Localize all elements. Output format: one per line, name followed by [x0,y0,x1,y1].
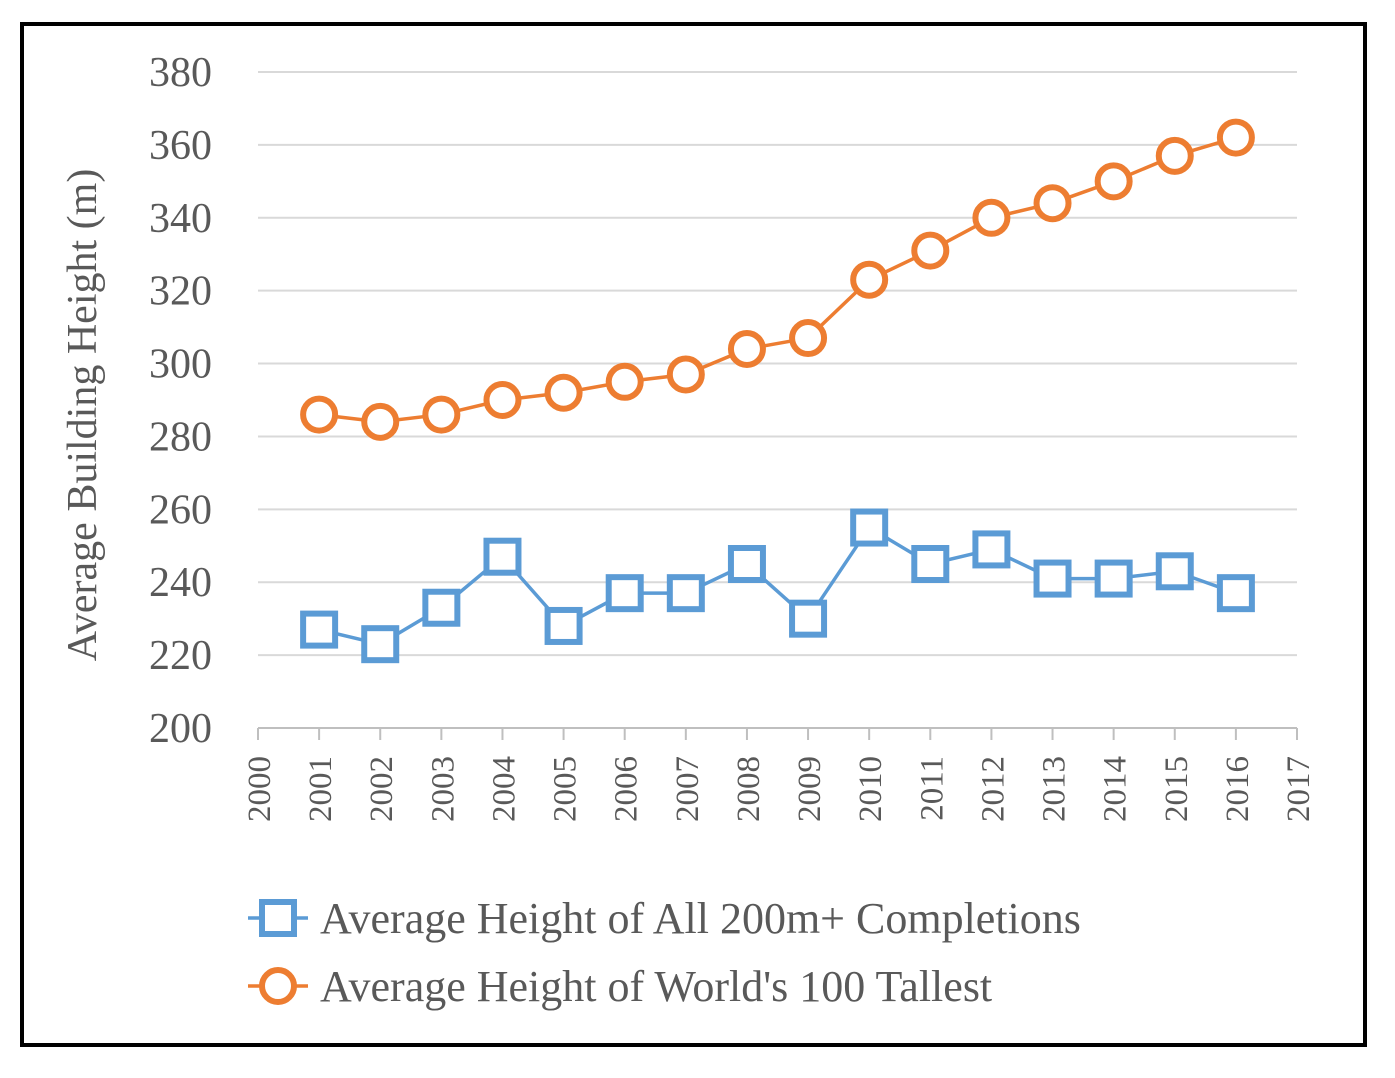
chart-frame [20,22,1367,1047]
point-completions-2013 [1033,559,1072,598]
point-completions-2011 [911,545,950,583]
y-tick-240: 240 [149,560,212,606]
x-tick-2016: 2016 [1220,756,1256,822]
point-tallest-2015 [1155,136,1194,175]
point-tallest-2001 [300,395,339,434]
x-tick-labels: 2000 2001 2002 2003 2004 2005 2006 2007 2008 2009… [242,756,1317,822]
x-tick-2008: 2008 [731,756,767,822]
x-tick-2002: 2002 [364,756,400,822]
x-tick-2005: 2005 [548,756,584,822]
x-tick-2001: 2001 [303,756,339,822]
point-tallest-2006 [605,362,644,401]
x-tick-2000: 2000 [242,756,278,822]
point-completions-2009 [789,599,828,638]
legend-label-1: Average Height of World's 100 Tallest [320,962,992,1011]
point-tallest-2005 [544,373,583,412]
point-tallest-2004 [483,381,522,419]
point-tallest-2003 [422,395,461,434]
point-tallest-2016 [1216,118,1255,157]
point-tallest-2009 [789,319,828,358]
legend-marker-square-icon [259,899,297,937]
x-tick-2013: 2013 [1037,756,1073,822]
y-tick-360: 360 [149,123,212,169]
point-completions-2016 [1216,574,1255,613]
y-tick-380: 380 [149,50,212,96]
point-tallest-2008 [727,329,766,368]
point-tallest-2014 [1094,162,1133,201]
y-tick-200: 200 [149,706,212,752]
point-completions-2014 [1094,559,1133,598]
point-tallest-2002 [361,402,400,441]
point-completions-2007 [666,574,705,613]
y-tick-220: 220 [149,633,212,679]
point-tallest-2013 [1033,184,1072,223]
point-completions-2010 [850,508,889,547]
point-tallest-2012 [972,198,1011,237]
point-completions-2005 [544,606,583,645]
point-tallest-2007 [666,355,705,394]
y-tick-320: 320 [149,269,212,315]
y-tick-labels: 200 220 240 260 280 300 320 340 360 380 [149,50,212,752]
point-tallest-2011 [911,231,950,270]
legend-label-0: Average Height of All 200m+ Completions [320,894,1081,943]
x-tick-2004: 2004 [486,756,522,822]
x-tick-2009: 2009 [792,756,828,822]
x-tick-2015: 2015 [1159,756,1195,822]
point-completions-2012 [972,530,1011,569]
x-tick-2012: 2012 [975,756,1011,822]
y-tick-340: 340 [149,196,212,242]
x-tick-2017: 2017 [1281,756,1317,822]
point-completions-2003 [422,588,461,627]
x-tick-2003: 2003 [425,756,461,822]
y-axis-label: Average Building Height (m) [60,169,106,662]
legend-marker-circle-icon [259,967,297,1005]
x-tick-2007: 2007 [670,756,706,822]
point-completions-2006 [605,574,644,613]
y-tick-280: 280 [149,414,212,460]
point-completions-2008 [727,545,766,583]
x-tick-2006: 2006 [609,756,645,822]
point-completions-2004 [483,537,522,576]
y-tick-300: 300 [149,342,212,388]
legend: Average Height of All 200m+ Completions A… [248,894,1081,1011]
axes [257,727,1298,740]
gridlines [258,71,1297,657]
x-tick-2011: 2011 [914,756,950,821]
point-completions-2002 [361,625,400,664]
y-tick-260: 260 [149,487,212,533]
x-tick-2014: 2014 [1098,756,1134,822]
series-line-1 [318,135,1237,424]
x-tick-2010: 2010 [853,756,889,822]
series-layer [300,118,1255,664]
series-line-0 [318,525,1237,647]
point-completions-2015 [1155,552,1194,591]
point-tallest-2010 [850,260,889,299]
point-completions-2001 [300,610,339,649]
